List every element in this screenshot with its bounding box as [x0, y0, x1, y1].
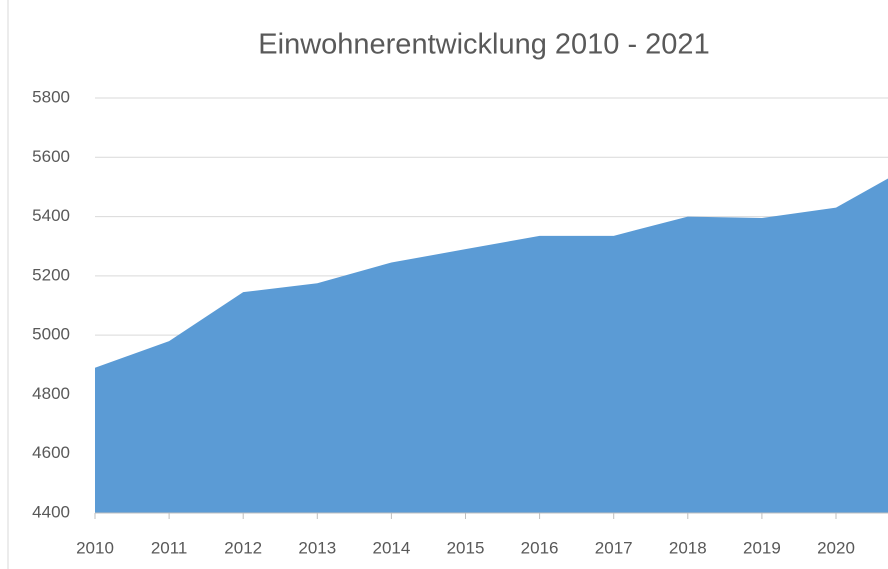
x-tick-label: 2011	[151, 538, 188, 557]
x-tick-label: 2012	[224, 538, 262, 557]
y-tick-label: 4600	[32, 443, 70, 462]
x-tick-label: 2016	[521, 538, 559, 557]
x-tick-label: 2018	[669, 538, 707, 557]
x-tick-label: 2017	[595, 538, 633, 557]
x-tick-label: 2013	[298, 538, 336, 557]
y-tick-label: 5800	[32, 87, 70, 106]
x-tick-label: 2015	[447, 538, 485, 557]
y-tick-label: 5200	[32, 265, 70, 284]
y-tick-label: 4800	[32, 384, 70, 403]
x-tick-label: 2020	[817, 538, 855, 557]
y-tick-label: 4400	[32, 502, 70, 521]
chart-title: Einwohnerentwicklung 2010 - 2021	[258, 29, 709, 61]
y-tick-label: 5600	[32, 147, 70, 166]
x-tick-label: 2014	[372, 538, 410, 557]
x-tick-label: 2019	[743, 538, 781, 557]
area	[95, 178, 888, 513]
y-tick-label: 5000	[32, 325, 70, 344]
x-tick-label: 2010	[76, 538, 114, 557]
y-tick-label: 5400	[32, 206, 70, 225]
